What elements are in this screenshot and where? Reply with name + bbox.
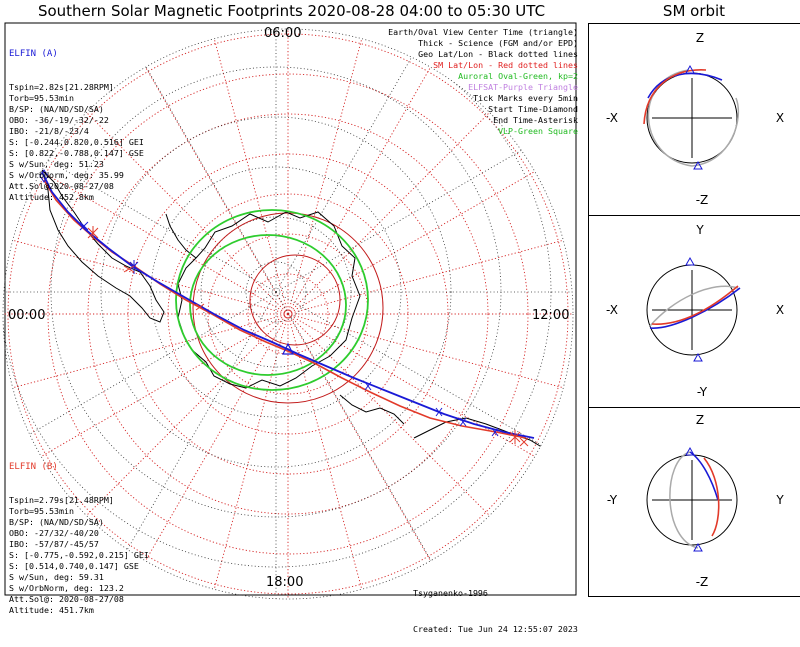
elfin-b-info-line: S: [0.514,0.740,0.147] GSE — [9, 561, 139, 571]
elfin-a-lines: Tspin=2.82s[21.28RPM] Torb=95.53min B/SP: … — [9, 82, 144, 203]
model-credit: Tsyganenko-1996 — [413, 588, 488, 598]
orbit-triangle-top-yz — [685, 446, 695, 456]
axis-label-left-xy: -X — [606, 303, 618, 317]
orbit-path-full-yz — [669, 451, 699, 549]
mlt-label-left: 00:00 — [8, 308, 46, 323]
elfin-b-info-line: S: [-0.775,-0.592,0.215] GEI — [9, 550, 149, 560]
axis-label-right-xz: X — [776, 111, 784, 125]
axis-label-top-xz: Z — [696, 31, 704, 45]
legend-entry: Geo Lat/Lon - Black dotted lines — [418, 49, 578, 59]
view-center-triangle — [282, 342, 294, 355]
sm-orbit-plots: Z -Z -X X Y -Y -X X Z -Z -Y Y — [606, 31, 784, 589]
orbit-triangle-top-xy — [685, 256, 695, 266]
axis-label-left-yz: -Y — [607, 493, 618, 507]
orbit-path-full-xy — [649, 285, 739, 327]
legend-entry: Start Time-Diamond — [488, 104, 578, 114]
mlt-label-top: 06:00 — [264, 26, 302, 41]
axis-label-bottom-xz: -Z — [696, 193, 709, 207]
elfin-b-info-line: Tspin=2.79s[21.48RPM] — [9, 495, 114, 505]
elfin-b-info-line: OBO: -27/32/-40/20 — [9, 528, 99, 538]
elfin-b-info-line: Torb=95.53min — [9, 506, 74, 516]
start-diamond — [39, 169, 49, 183]
axis-label-right-xy: X — [776, 303, 784, 317]
mlt-label-right: 12:00 — [532, 308, 570, 323]
orbit-triangle-bottom-xz — [693, 160, 703, 170]
plot-title: Southern Solar Magnetic Footprints 2020-… — [37, 2, 546, 20]
elfin-a-info-line: OBO: -36/-19/-32/-22 — [9, 115, 109, 125]
elfin-a-info-line: IBO: -21/8/-23/4 — [9, 126, 89, 136]
elfin-b-info-line: S w/Sun, deg: 59.31 — [9, 572, 104, 582]
orbit-elfin-a-xy — [649, 287, 741, 329]
orbit-triangle-bottom-yz — [693, 542, 703, 552]
orbit-elfin-a-xz — [647, 72, 723, 99]
mlt-label-bottom: 18:00 — [266, 575, 304, 590]
elfin-b-info-line: Altitude: 451.7km — [9, 605, 94, 615]
legend-entry: Thick - Science (FGM and/or EPD) — [418, 38, 578, 48]
africa-coastline — [339, 394, 405, 425]
legend-entry: ELFSAT-Purple Triangle — [468, 82, 578, 92]
elfin-b-tick-marks — [87, 226, 529, 447]
orbit-triangle-bottom-xy — [693, 352, 703, 362]
axis-label-top-xy: Y — [695, 223, 704, 237]
orbit-elfin-b-xy — [651, 285, 739, 325]
elfin-a-info: ELFIN (A) Tspin=2.82s[21.28RPM] Torb=95.5… — [9, 27, 144, 214]
auroral-oval — [175, 209, 369, 391]
elfin-b-info-line: B/SP: (NA/ND/SD/SA) — [9, 517, 104, 527]
sm-orbit-title: SM orbit — [662, 2, 726, 20]
elfin-a-info-line: Att.Sol@2020-08-27/08 — [9, 181, 114, 191]
elfin-b-info-line: IBO: -57/87/-45/57 — [9, 539, 99, 549]
geo-longitude-grid — [3, 29, 573, 599]
elfin-b-header: ELFIN (B) — [9, 462, 58, 472]
legend-entry: Earth/Oval View Center Time (triangle) — [388, 27, 578, 37]
elfin-a-info-line: B/SP: (NA/ND/SD/SA) — [9, 104, 104, 114]
legend: Earth/Oval View Center Time (triangle) Th… — [388, 27, 578, 137]
axis-label-right-yz: Y — [775, 493, 784, 507]
elfin-a-info-line: S w/Sun, deg: 51.23 — [9, 159, 104, 169]
legend-entry: SM Lat/Lon - Red dotted lines — [433, 60, 578, 70]
orbit-elfin-b-xz — [643, 69, 707, 125]
elfin-a-info-line: S: [-0.244,0.820,0.516] GEI — [9, 137, 144, 147]
axis-label-left-xz: -X — [606, 111, 618, 125]
orbit-panel-yz — [588, 407, 800, 597]
elfin-a-info-line: S: [0.822,-0.788,0.147] GSE — [9, 148, 144, 158]
elfin-b-info-line: Att.Sol@: 2020-08-27/08 — [9, 594, 124, 604]
elfin-b-info-line: S w/OrbNorm, deg: 123.2 — [9, 583, 124, 593]
legend-entry: Auroral Oval-Green, kp=2 — [458, 71, 578, 81]
orbit-elfin-b-yz — [703, 457, 720, 537]
elfin-a-header: ELFIN (A) — [9, 49, 58, 59]
axis-label-bottom-xy: -Y — [697, 385, 708, 399]
elfin-a-info-line: Tspin=2.82s[21.28RPM] — [9, 82, 114, 92]
orbit-triangle-top-xz — [685, 64, 695, 74]
axis-label-top-yz: Z — [696, 413, 704, 427]
elfin-a-info-line: S w/OrbNorm, deg: 35.99 — [9, 170, 124, 180]
created-timestamp: Created: Tue Jun 24 12:55:07 2023 — [413, 624, 578, 634]
legend-entry: VLP-Green Square — [498, 126, 578, 136]
axis-label-bottom-yz: -Z — [696, 575, 709, 589]
elfin-a-info-line: Torb=95.53min — [9, 93, 74, 103]
legend-entry: Tick Marks every 5min — [473, 93, 578, 103]
footprint-map — [2, 22, 577, 600]
orbit-elfin-a-yz — [689, 451, 719, 501]
legend-entry: End Time-Asterisk — [493, 115, 578, 125]
elfin-a-info-line: Altitude: 452.8km — [9, 192, 94, 202]
